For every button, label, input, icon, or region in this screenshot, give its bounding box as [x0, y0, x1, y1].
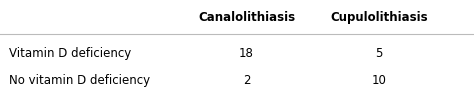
- Text: Cupulolithiasis: Cupulolithiasis: [330, 11, 428, 24]
- Text: 18: 18: [239, 47, 254, 60]
- Text: Vitamin D deficiency: Vitamin D deficiency: [9, 47, 132, 60]
- Text: Canalolithiasis: Canalolithiasis: [198, 11, 295, 24]
- Text: 5: 5: [375, 47, 383, 60]
- Text: 10: 10: [372, 74, 387, 87]
- Text: No vitamin D deficiency: No vitamin D deficiency: [9, 74, 151, 87]
- Text: 2: 2: [243, 74, 250, 87]
